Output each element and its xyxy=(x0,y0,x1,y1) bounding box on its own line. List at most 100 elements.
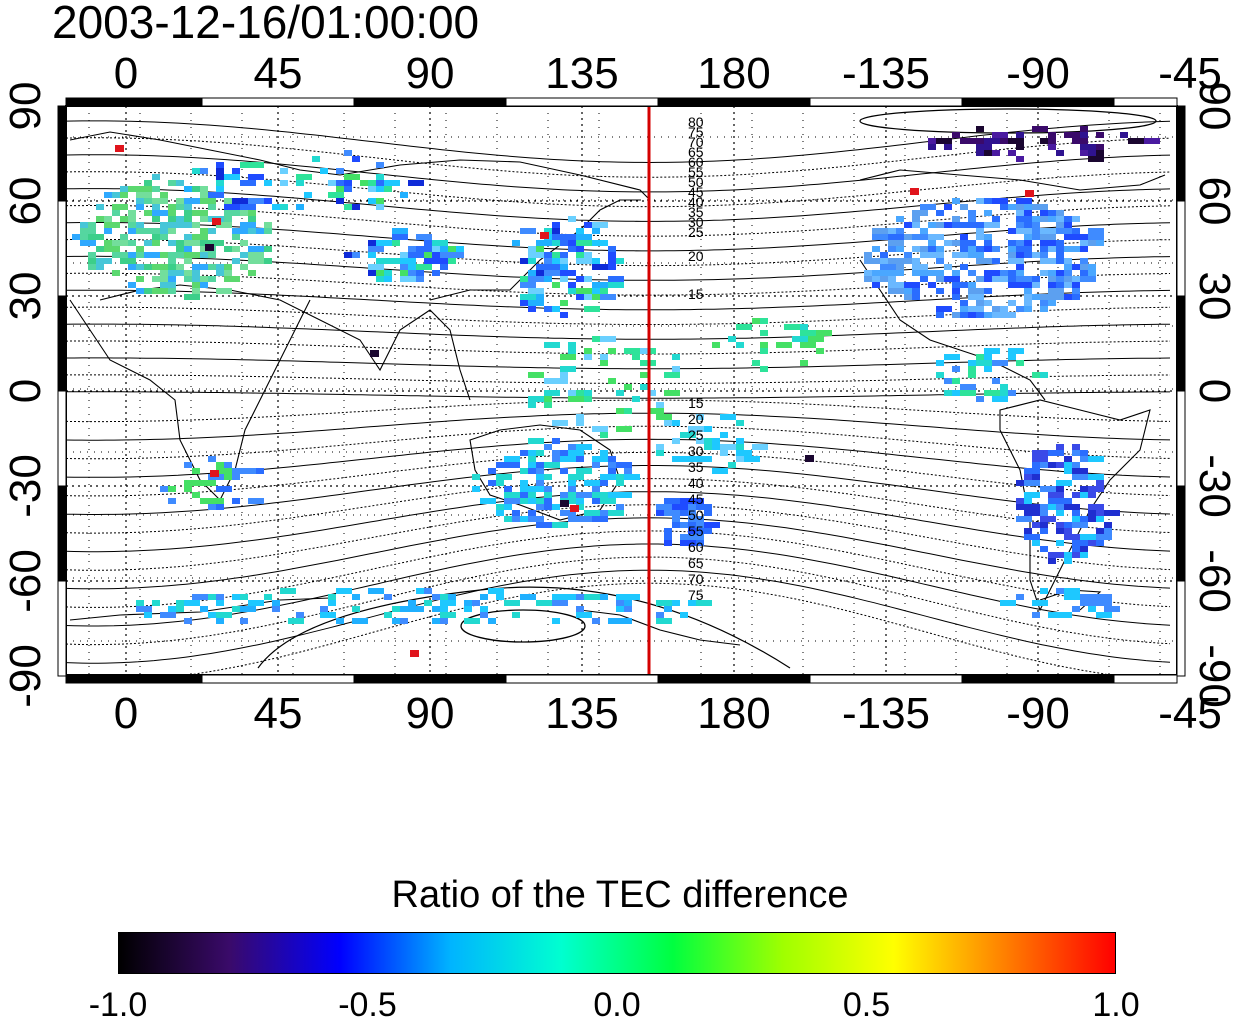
tec-pixel xyxy=(1016,264,1024,270)
tec-pixel xyxy=(568,486,576,492)
tec-pixel xyxy=(152,210,168,216)
tec-pixel xyxy=(656,444,664,450)
tec-pixel xyxy=(584,480,600,486)
tec-pixel xyxy=(760,366,768,372)
tec-pixel xyxy=(944,222,952,228)
tec-pixel xyxy=(224,210,240,216)
tec-pixel xyxy=(1032,462,1040,468)
tec-pixel-outlier xyxy=(370,350,379,357)
tec-pixel xyxy=(576,444,584,450)
tec-pixel xyxy=(984,288,992,294)
tec-pixel xyxy=(608,258,616,264)
tec-pixel xyxy=(416,276,424,282)
tec-pixel xyxy=(984,198,992,204)
left-axis-bar xyxy=(57,105,67,202)
tec-pixel xyxy=(560,276,568,282)
tec-pixel xyxy=(528,300,544,306)
tec-pixel xyxy=(136,606,152,612)
tec-pixel xyxy=(1056,240,1064,246)
tec-pixel xyxy=(208,456,216,462)
tec-pixel xyxy=(1032,372,1040,378)
tec-pixel xyxy=(224,276,240,282)
tec-pixel xyxy=(592,516,608,522)
tec-pixel xyxy=(168,486,176,492)
tec-pixel-outlier xyxy=(205,244,214,251)
tec-pixel xyxy=(520,300,528,306)
tec-pixel xyxy=(152,198,168,204)
tec-pixel xyxy=(504,474,512,480)
top-axis-bar xyxy=(961,97,1115,107)
tec-pixel xyxy=(1064,588,1080,594)
bottom-axis-label: -90 xyxy=(1006,689,1070,738)
tec-pixel xyxy=(792,336,808,342)
south-pole-contour xyxy=(460,609,586,643)
contour-label: 75 xyxy=(688,587,704,603)
tec-pixel xyxy=(560,300,568,306)
tec-pixel xyxy=(880,264,896,270)
tec-pixel xyxy=(432,246,440,252)
tec-pixel xyxy=(512,612,520,618)
tec-pixel xyxy=(1040,546,1048,552)
tec-pixel xyxy=(568,348,576,354)
tec-pixel xyxy=(408,600,416,606)
tec-pixel xyxy=(680,540,696,546)
tec-pixel xyxy=(472,600,480,606)
tec-pixel xyxy=(1056,282,1064,288)
tec-pixel xyxy=(576,606,584,612)
tec-pixel xyxy=(560,510,576,516)
tec-pixel xyxy=(568,390,576,396)
tec-pixel xyxy=(152,234,160,240)
tec-pixel xyxy=(608,462,616,468)
bottom-axis-bar xyxy=(961,674,1115,684)
tec-pixel xyxy=(1048,450,1064,456)
tec-pixel xyxy=(576,420,584,426)
tec-pixel xyxy=(1024,252,1032,258)
tec-pixel xyxy=(168,606,176,612)
tec-pixel xyxy=(552,600,560,606)
tec-pixel xyxy=(208,204,216,210)
tec-pixel xyxy=(528,276,536,282)
tec-pixel xyxy=(1096,132,1104,138)
tec-pixel xyxy=(952,270,960,276)
tec-pixel xyxy=(160,252,168,258)
tec-pixel xyxy=(232,498,240,504)
tec-pixel xyxy=(128,216,136,222)
tec-pixel xyxy=(560,600,568,606)
coastline xyxy=(579,609,741,646)
tec-pixel xyxy=(584,240,592,246)
tec-pixel xyxy=(896,246,904,252)
tec-pixel xyxy=(192,270,200,276)
tec-pixel xyxy=(480,498,496,504)
tec-pixel xyxy=(1016,132,1024,138)
tec-pixel xyxy=(664,528,672,534)
tec-pixel xyxy=(1000,384,1008,390)
tec-pixel xyxy=(200,282,208,288)
tec-pixel xyxy=(448,594,456,600)
tec-pixel xyxy=(592,282,608,288)
left-axis-label: 30 xyxy=(1,272,50,321)
top-axis-bar xyxy=(65,97,203,107)
tec-pixel xyxy=(600,450,608,456)
tec-pixel xyxy=(1072,546,1080,552)
tec-pixel xyxy=(528,468,536,474)
tec-pixel xyxy=(80,234,88,240)
tec-pixel xyxy=(984,144,992,150)
tec-pixel xyxy=(440,246,448,252)
tec-pixel xyxy=(192,264,208,270)
tec-pixel xyxy=(200,252,208,258)
tec-pixel xyxy=(120,258,136,264)
tec-pixel xyxy=(216,168,224,174)
tec-pixel xyxy=(1040,138,1048,144)
tec-pixel xyxy=(120,216,128,222)
tec-pixel xyxy=(480,606,488,612)
tec-pixel xyxy=(592,264,608,270)
tec-pixel xyxy=(544,402,552,408)
tec-pixel xyxy=(504,486,512,492)
tec-pixel xyxy=(912,216,920,222)
top-axis-label: 180 xyxy=(697,49,770,98)
tec-pixel xyxy=(936,258,944,264)
tec-pixel xyxy=(1008,138,1024,144)
tec-pixel xyxy=(744,456,760,462)
tec-pixel xyxy=(984,354,992,360)
tec-pixel xyxy=(1008,228,1016,234)
